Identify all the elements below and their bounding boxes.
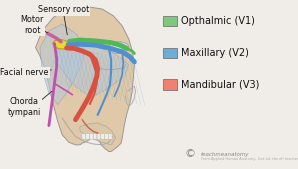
FancyBboxPatch shape bbox=[97, 134, 101, 139]
FancyBboxPatch shape bbox=[163, 79, 177, 90]
Text: Opthalmic (V1): Opthalmic (V1) bbox=[181, 16, 254, 26]
Text: teachmeanatomy: teachmeanatomy bbox=[201, 152, 249, 156]
Polygon shape bbox=[35, 7, 134, 152]
FancyBboxPatch shape bbox=[89, 134, 93, 139]
Ellipse shape bbox=[53, 40, 69, 49]
Text: Mandibular (V3): Mandibular (V3) bbox=[181, 79, 259, 90]
Text: From Applied Human Anatomy, 2nd ed, the efl teaches: From Applied Human Anatomy, 2nd ed, the … bbox=[201, 157, 298, 161]
FancyBboxPatch shape bbox=[101, 134, 104, 139]
Text: Motor
root: Motor root bbox=[21, 15, 44, 35]
Text: Chorda
tympani: Chorda tympani bbox=[8, 97, 41, 117]
FancyBboxPatch shape bbox=[82, 134, 86, 139]
Polygon shape bbox=[80, 123, 116, 145]
FancyBboxPatch shape bbox=[86, 134, 89, 139]
Polygon shape bbox=[58, 44, 129, 98]
FancyBboxPatch shape bbox=[93, 134, 97, 139]
FancyBboxPatch shape bbox=[105, 134, 108, 139]
Text: ©: © bbox=[184, 149, 195, 159]
Text: Facial nerve: Facial nerve bbox=[0, 68, 49, 77]
FancyBboxPatch shape bbox=[163, 16, 177, 26]
Ellipse shape bbox=[109, 42, 129, 54]
Polygon shape bbox=[40, 24, 84, 105]
FancyBboxPatch shape bbox=[108, 134, 112, 139]
FancyBboxPatch shape bbox=[163, 48, 177, 58]
Text: Sensory root: Sensory root bbox=[38, 5, 89, 14]
Ellipse shape bbox=[113, 44, 125, 51]
Text: Maxillary (V2): Maxillary (V2) bbox=[181, 48, 249, 58]
